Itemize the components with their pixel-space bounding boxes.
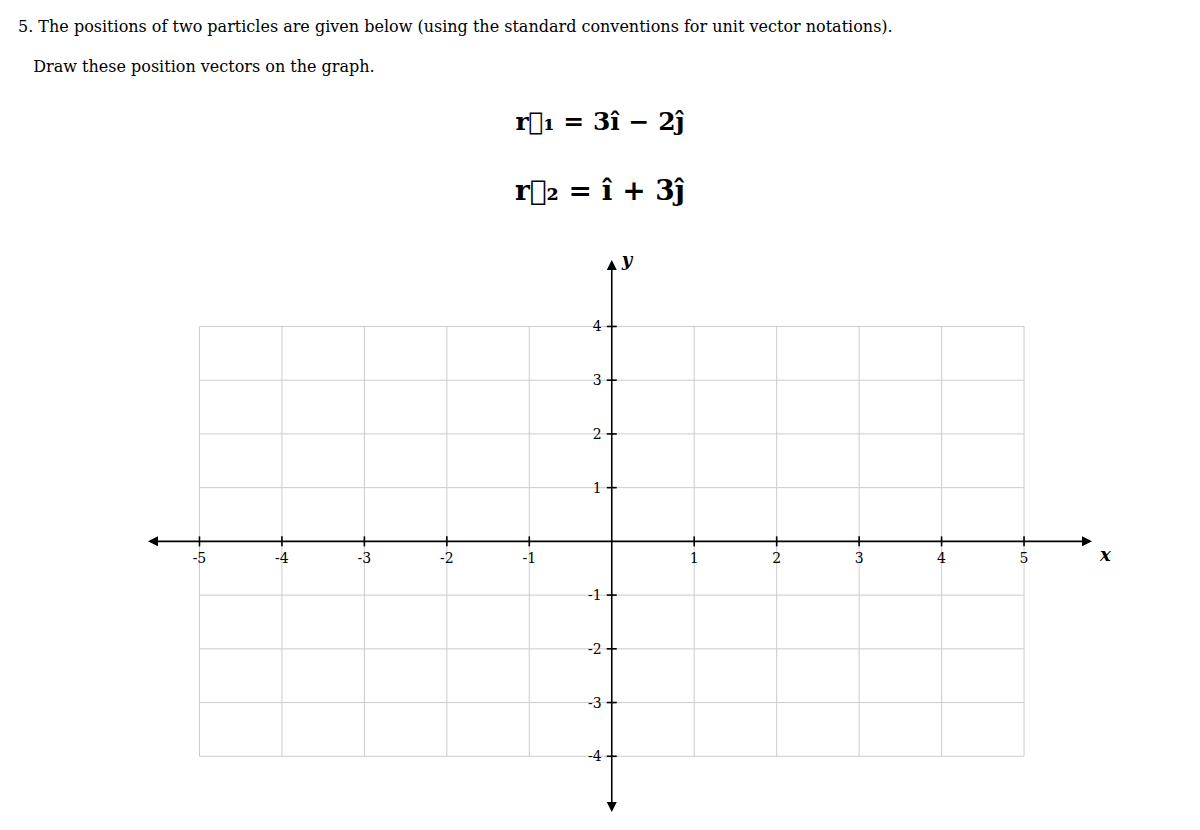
grid-line-x xyxy=(859,326,860,756)
equation: r⃗₂ = î + 3ĵ xyxy=(515,174,685,207)
grid-line-x xyxy=(281,326,282,756)
x-tick xyxy=(199,536,201,546)
y-tick-label: 1 xyxy=(593,480,602,496)
x-axis-line xyxy=(150,541,1090,543)
y-tick xyxy=(607,433,617,435)
x-tick-label: -5 xyxy=(193,550,207,566)
grid-line-x xyxy=(364,326,365,756)
y-tick-label: 2 xyxy=(593,426,602,442)
x-axis-label: x xyxy=(1099,544,1111,565)
x-tick-label: 3 xyxy=(855,550,864,566)
grid-line-x xyxy=(776,326,777,756)
y-tick-label: -1 xyxy=(588,587,602,603)
title: 5. The positions of two particles are gi… xyxy=(18,17,893,36)
grid-line-y xyxy=(199,595,1024,596)
x-tick-label: -4 xyxy=(275,550,289,566)
x-tick-label: 2 xyxy=(772,550,781,566)
x-tick xyxy=(776,536,778,546)
grid-line-y xyxy=(199,756,1024,757)
x-tick xyxy=(446,536,448,546)
y-tick-label: -3 xyxy=(588,695,602,711)
chart-container: 5. The positions of two particles are gi… xyxy=(0,0,1200,830)
x-tick xyxy=(941,536,943,546)
equation: r⃗₁ = 3î − 2ĵ xyxy=(515,107,684,136)
y-tick xyxy=(607,379,617,381)
grid-line-x xyxy=(941,326,942,756)
x-tick xyxy=(281,536,283,546)
y-tick-label: -4 xyxy=(588,748,602,764)
y-tick xyxy=(607,487,617,489)
x-tick-label: -1 xyxy=(522,550,536,566)
grid-line-y xyxy=(199,380,1024,381)
grid-line-y xyxy=(199,433,1024,434)
x-tick-label: -3 xyxy=(358,550,372,566)
y-tick-label: 3 xyxy=(593,372,602,388)
grid-line-y xyxy=(199,648,1024,649)
x-tick xyxy=(858,536,860,546)
x-tick-label: 5 xyxy=(1020,550,1029,566)
x-tick xyxy=(364,536,366,546)
y-tick xyxy=(607,702,617,704)
y-tick xyxy=(607,326,617,328)
x-tick xyxy=(1023,536,1025,546)
grid-line-x xyxy=(1024,326,1025,756)
subtitle: Draw these position vectors on the graph… xyxy=(18,57,375,76)
grid-line-y xyxy=(199,487,1024,488)
y-tick xyxy=(607,594,617,596)
grid-line-y xyxy=(199,326,1024,327)
grid-line-x xyxy=(529,326,530,756)
x-tick-label: 1 xyxy=(690,550,699,566)
y-axis-label: y xyxy=(621,249,634,270)
grid-line-x xyxy=(446,326,447,756)
axes: -5 -4 -3 -2 -1 1 2 3 4 5 -4 -3 -2 -1 1 2 3 4 x y xyxy=(150,249,1111,810)
grid-line-y xyxy=(199,702,1024,703)
chart: 5. The positions of two particles are gi… xyxy=(0,0,1200,830)
grid-line-x xyxy=(199,326,200,756)
x-tick-label: 4 xyxy=(937,550,946,566)
y-tick-label: 4 xyxy=(593,318,602,334)
grid-line-x xyxy=(694,326,695,756)
x-tick xyxy=(528,536,530,546)
x-tick-label: -2 xyxy=(440,550,454,566)
y-axis-line xyxy=(611,262,613,810)
y-tick xyxy=(607,755,617,757)
y-tick-label: -2 xyxy=(588,641,602,657)
y-tick xyxy=(607,648,617,650)
x-tick xyxy=(693,536,695,546)
